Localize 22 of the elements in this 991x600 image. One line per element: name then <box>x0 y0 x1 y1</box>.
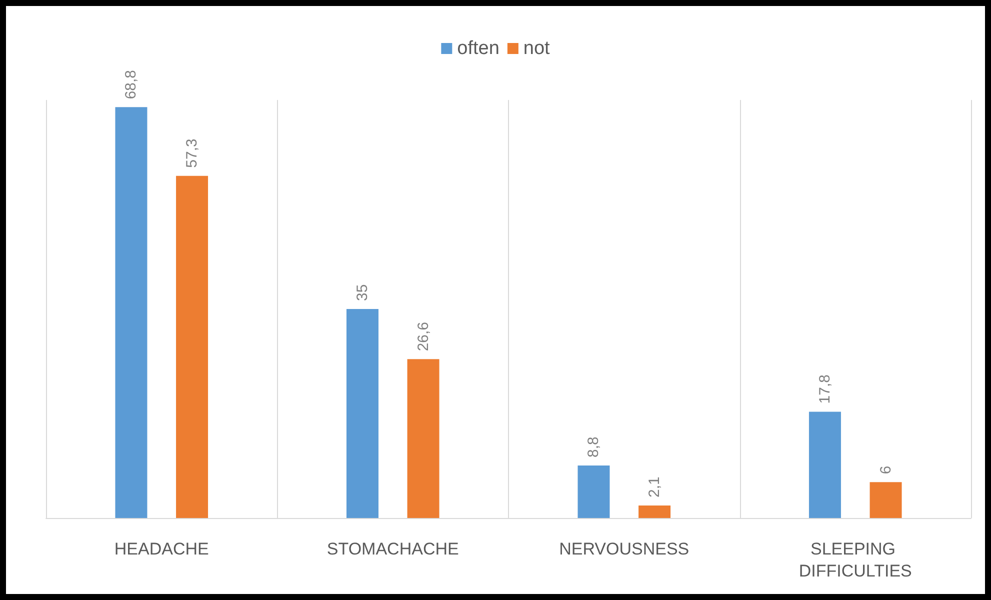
data-label: 35 <box>354 284 371 301</box>
bar <box>808 412 841 518</box>
x-tick-label: HEADACHE <box>114 540 209 558</box>
x-tick-label: STOMACHACHE <box>326 540 459 558</box>
bar <box>578 465 610 518</box>
x-tick-label: NERVOUSNESS <box>559 540 690 558</box>
data-label: 2,1 <box>646 476 664 498</box>
data-label: 17,8 <box>816 374 834 404</box>
x-tick-label: SLEEPING DIFFICULTIES <box>798 540 912 580</box>
bar <box>346 309 378 518</box>
data-label: 57,3 <box>184 138 201 168</box>
legend-label: often <box>457 38 500 59</box>
bar <box>407 359 440 518</box>
data-label: 8,8 <box>585 436 602 458</box>
data-label: 26,6 <box>414 322 432 352</box>
legend-label: not <box>523 38 551 59</box>
bar <box>176 176 208 518</box>
bar <box>870 482 902 518</box>
data-label: 68,8 <box>122 70 140 100</box>
data-label: 6 <box>877 466 894 474</box>
bar <box>638 505 671 518</box>
bar <box>115 107 148 518</box>
